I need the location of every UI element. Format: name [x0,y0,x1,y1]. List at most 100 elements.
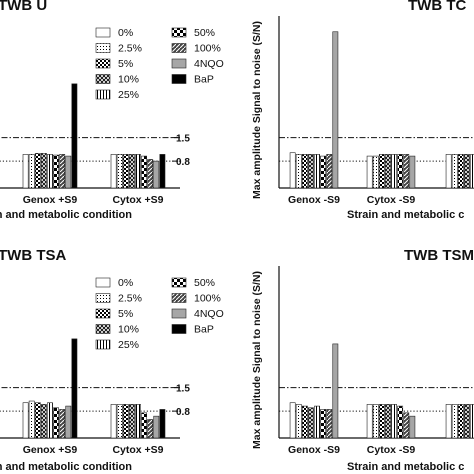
bar-0pct-1 [110,154,117,189]
legend-swatch-1 [95,293,111,303]
legend-label: 4NQO [194,308,224,320]
bar-25pct-0 [314,154,320,189]
bar-25pct-2 [470,154,474,189]
bar-10pct-1 [129,404,135,439]
category-label: Cytox +S9 [112,444,163,456]
legend: 0% 2.5% 5% 10% 25% 50% 100% 4NQO BaP [95,27,224,101]
bar-10pct-1 [385,154,391,189]
bar-bap-1 [159,154,166,189]
bar-50pct-1 [141,412,147,439]
bar-2.5pct-1 [116,154,123,189]
legend-label: 4NQO [194,58,224,70]
bar-50pct-0 [53,407,59,439]
bar-10pct-2 [464,154,470,189]
category-label: Cytox -S9 [367,194,416,206]
chart-panel-1: Genox -S9 Cytox -S9 [278,16,474,206]
reference-label: 0.8 [176,157,190,168]
chart-panel-2: 1.5 0.8 Genox +S9 Cytox +S9 0% 2.5% 5% 10% 25% 50… [0,277,224,456]
bar-10pct-1 [385,404,391,439]
bar-5pct-1 [122,154,129,189]
bar-5pct-0 [301,154,308,189]
legend: 0% 2.5% 5% 10% 25% 50% 100% 4NQO BaP [95,277,224,351]
bar-10pct-0 [40,153,47,189]
legend-label: 100% [194,43,221,55]
legend-swatch-5 [171,277,187,288]
legend-label: 0% [118,27,133,39]
bar-10pct-2 [464,404,470,439]
chart-panel-0: 1.5 0.8 Genox +S9 Cytox +S9 0% 2.5% 5% 10% 25% 50… [0,27,224,206]
legend-label: BaP [194,74,214,86]
category-label: Cytox -S9 [367,444,416,456]
bar-2.5pct-0 [28,154,35,189]
bar-50pct-1 [397,405,404,439]
bar-2.5pct-1 [372,155,379,189]
bar-4nqo-0 [65,405,72,439]
bar-50pct-0 [53,154,59,189]
legend-swatch-2 [95,308,111,319]
bar-25pct-1 [135,154,141,189]
x-axis-title-u: Strain and metabolic condition [0,209,132,221]
bar-5pct-0 [301,405,308,439]
bar-100pct-0 [326,409,333,439]
bar-25pct-2 [470,404,474,439]
bar-4nqo-0 [332,31,339,189]
category-label: Genox +S9 [23,444,78,456]
bar-100pct-0 [326,154,333,189]
bar-2.5pct-2 [451,154,458,189]
bar-25pct-0 [47,154,53,189]
legend-swatch-0 [95,27,111,38]
bar-0pct-0 [289,402,296,439]
reference-label: 1.5 [176,134,190,145]
bar-50pct-0 [320,409,327,439]
bar-100pct-0 [59,154,66,189]
panel-title-twb-tsm: TWB TSM [404,247,474,264]
bar-4nqo-1 [153,415,160,439]
legend-swatch-1 [95,43,111,53]
bar-5pct-0 [34,153,41,189]
bar-5pct-2 [457,404,464,439]
chart-panel-3: Genox -S9 Cytox -S9 [278,266,474,456]
bar-0pct-0 [22,402,29,439]
category-label: Genox +S9 [23,194,78,206]
legend-label: 2.5% [118,43,142,55]
bar-10pct-1 [129,154,135,189]
bar-2.5pct-2 [451,404,458,439]
legend-label: 10% [118,324,139,336]
bar-4nqo-0 [65,155,72,189]
bar-5pct-1 [378,154,385,189]
legend-swatch-3 [95,74,111,84]
category-label: Genox -S9 [288,444,340,456]
legend-swatch-4 [95,89,111,100]
bar-10pct-0 [40,404,47,439]
legend-label: 2.5% [118,293,142,305]
bar-0pct-1 [366,404,373,439]
bar-25pct-1 [391,154,397,189]
y-axis-title-tsm: Max amplitude Signal to noise (S/N) [251,271,263,449]
y-axis-title-tc: Max amplitude Signal to noise (S/N) [251,21,263,199]
legend-label: 50% [194,277,215,289]
legend-swatch-2 [95,58,111,69]
bar-50pct-1 [397,154,404,189]
x-axis-title-tc: Strain and metabolic c [347,209,464,221]
category-label: Genox -S9 [288,194,340,206]
bar-25pct-0 [314,405,320,439]
bar-0pct-1 [366,155,373,189]
x-axis-title-tsa: Strain and metabolic condition [0,461,132,473]
bar-0pct-0 [289,152,296,189]
legend-swatch-3 [95,324,111,334]
bar-100pct-1 [147,419,154,439]
bar-25pct-0 [47,402,53,439]
bar-2.5pct-1 [372,404,379,439]
legend-label: 25% [118,89,139,101]
bar-50pct-1 [141,155,147,189]
bar-25pct-1 [391,404,397,439]
x-axis-title-tsm: Strain and metabolic c [347,461,464,473]
bar-100pct-0 [59,409,66,439]
panel-title-twb-tsa: TWB TSA [0,247,66,264]
bar-4nqo-1 [409,155,416,189]
bar-25pct-1 [135,404,141,439]
legend-swatch-7 [171,58,187,69]
legend-label: 5% [118,58,133,70]
legend-swatch-5 [171,27,187,38]
legend-swatch-4 [95,339,111,350]
